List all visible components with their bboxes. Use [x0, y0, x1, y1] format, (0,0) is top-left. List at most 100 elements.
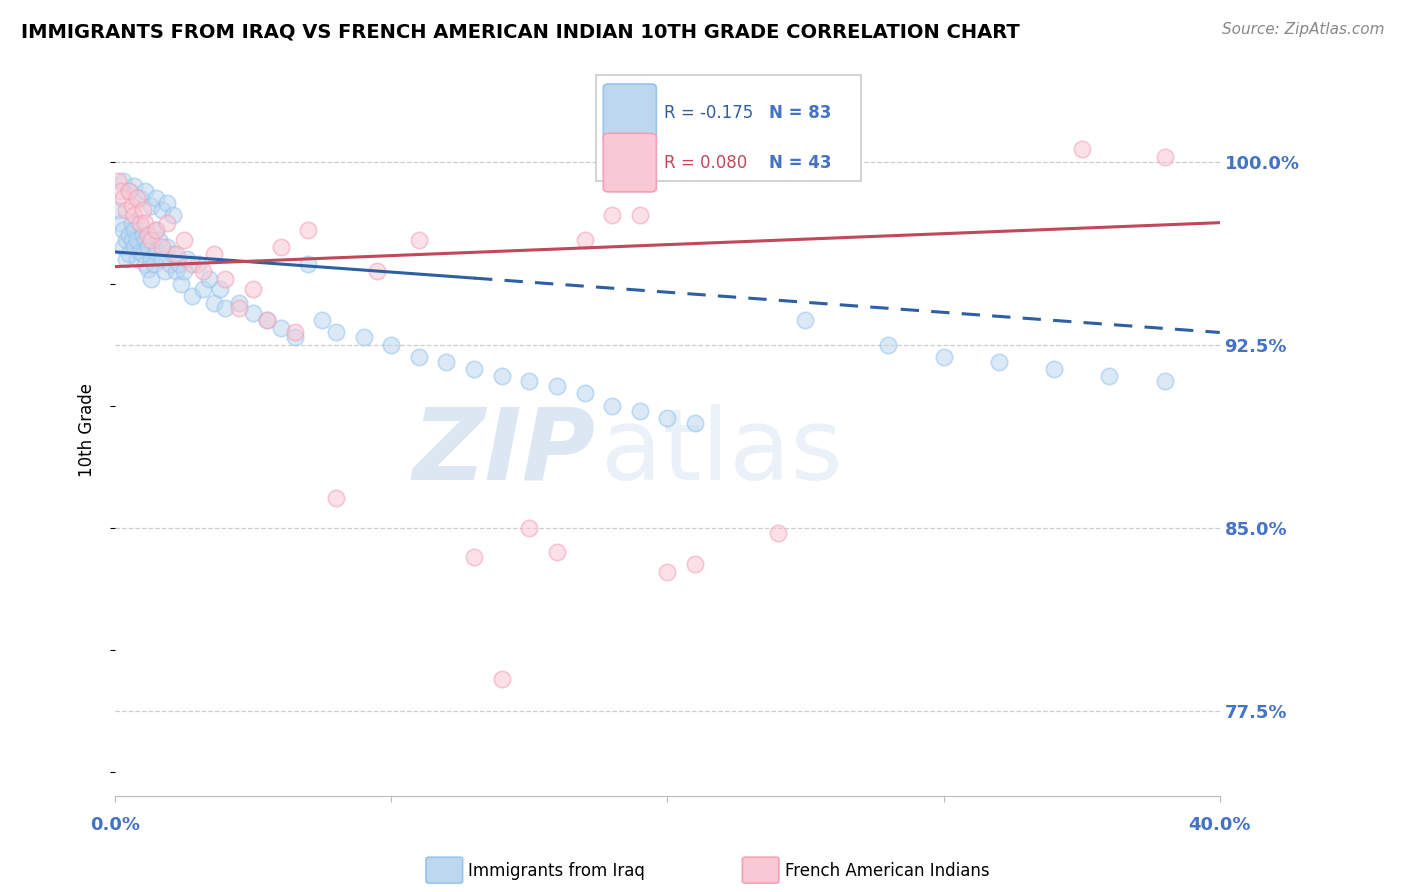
Point	[366, 264, 388, 278]
Point	[139, 252, 162, 267]
Point	[517, 374, 540, 388]
Point	[124, 240, 146, 254]
Point	[112, 174, 135, 188]
Text: Immigrants from Iraq: Immigrants from Iraq	[468, 862, 645, 880]
Point	[214, 272, 236, 286]
Point	[139, 272, 162, 286]
Point	[167, 257, 190, 271]
Point	[150, 252, 173, 267]
Point	[574, 386, 596, 401]
Point	[124, 208, 146, 222]
Point	[380, 337, 402, 351]
Point	[162, 208, 184, 222]
Point	[546, 545, 568, 559]
Point	[198, 272, 221, 286]
Text: R = -0.175: R = -0.175	[664, 104, 754, 122]
Point	[136, 262, 159, 277]
Point	[546, 379, 568, 393]
Point	[110, 216, 132, 230]
Point	[297, 223, 319, 237]
Point	[134, 184, 156, 198]
Point	[139, 233, 162, 247]
Point	[115, 233, 138, 247]
Point	[148, 233, 170, 247]
Point	[112, 223, 135, 237]
Point	[128, 216, 150, 230]
Point	[683, 416, 706, 430]
Text: 40.0%: 40.0%	[1188, 815, 1251, 834]
Point	[932, 350, 955, 364]
Point	[165, 264, 187, 278]
Point	[112, 240, 135, 254]
Point	[204, 296, 226, 310]
Point	[156, 240, 179, 254]
Point	[256, 313, 278, 327]
Text: R = 0.080: R = 0.080	[664, 153, 748, 171]
Point	[156, 216, 179, 230]
Text: IMMIGRANTS FROM IRAQ VS FRENCH AMERICAN INDIAN 10TH GRADE CORRELATION CHART: IMMIGRANTS FROM IRAQ VS FRENCH AMERICAN …	[21, 22, 1019, 41]
Point	[131, 227, 153, 242]
Point	[193, 264, 215, 278]
Text: Source: ZipAtlas.com: Source: ZipAtlas.com	[1222, 22, 1385, 37]
Point	[181, 257, 204, 271]
Point	[173, 233, 195, 247]
Point	[657, 410, 679, 425]
Point	[1098, 369, 1121, 384]
Point	[208, 281, 231, 295]
Point	[270, 240, 292, 254]
Point	[170, 277, 193, 291]
Point	[139, 198, 162, 212]
Point	[127, 191, 149, 205]
Point	[228, 301, 250, 315]
FancyBboxPatch shape	[603, 84, 657, 143]
Point	[110, 184, 132, 198]
Text: French American Indians: French American Indians	[785, 862, 990, 880]
Point	[131, 203, 153, 218]
Point	[150, 203, 173, 218]
Point	[1153, 150, 1175, 164]
Point	[153, 264, 176, 278]
Point	[683, 558, 706, 572]
Y-axis label: 10th Grade: 10th Grade	[79, 383, 96, 477]
Point	[142, 257, 165, 271]
Point	[256, 313, 278, 327]
Point	[353, 330, 375, 344]
Point	[128, 216, 150, 230]
Text: atlas: atlas	[602, 403, 842, 500]
Point	[145, 223, 167, 237]
Point	[134, 216, 156, 230]
Point	[600, 208, 623, 222]
Point	[121, 198, 143, 212]
Point	[156, 196, 179, 211]
Point	[491, 672, 513, 686]
Point	[242, 306, 264, 320]
Point	[214, 301, 236, 315]
Point	[491, 369, 513, 384]
Point	[107, 203, 129, 218]
Point	[283, 326, 305, 340]
Point	[107, 174, 129, 188]
Point	[187, 257, 209, 271]
Point	[165, 247, 187, 261]
Point	[128, 191, 150, 205]
Point	[121, 216, 143, 230]
Point	[124, 223, 146, 237]
Point	[121, 233, 143, 247]
Point	[408, 350, 430, 364]
Point	[193, 281, 215, 295]
Point	[173, 264, 195, 278]
Text: 0.0%: 0.0%	[90, 815, 141, 834]
Point	[127, 252, 149, 267]
Point	[131, 247, 153, 261]
Point	[134, 233, 156, 247]
Point	[311, 313, 333, 327]
Point	[204, 247, 226, 261]
Text: N = 43: N = 43	[769, 153, 831, 171]
Point	[794, 313, 817, 327]
Point	[242, 281, 264, 295]
Point	[600, 399, 623, 413]
Point	[118, 184, 141, 198]
Point	[1043, 362, 1066, 376]
Point	[877, 337, 900, 351]
Point	[136, 240, 159, 254]
